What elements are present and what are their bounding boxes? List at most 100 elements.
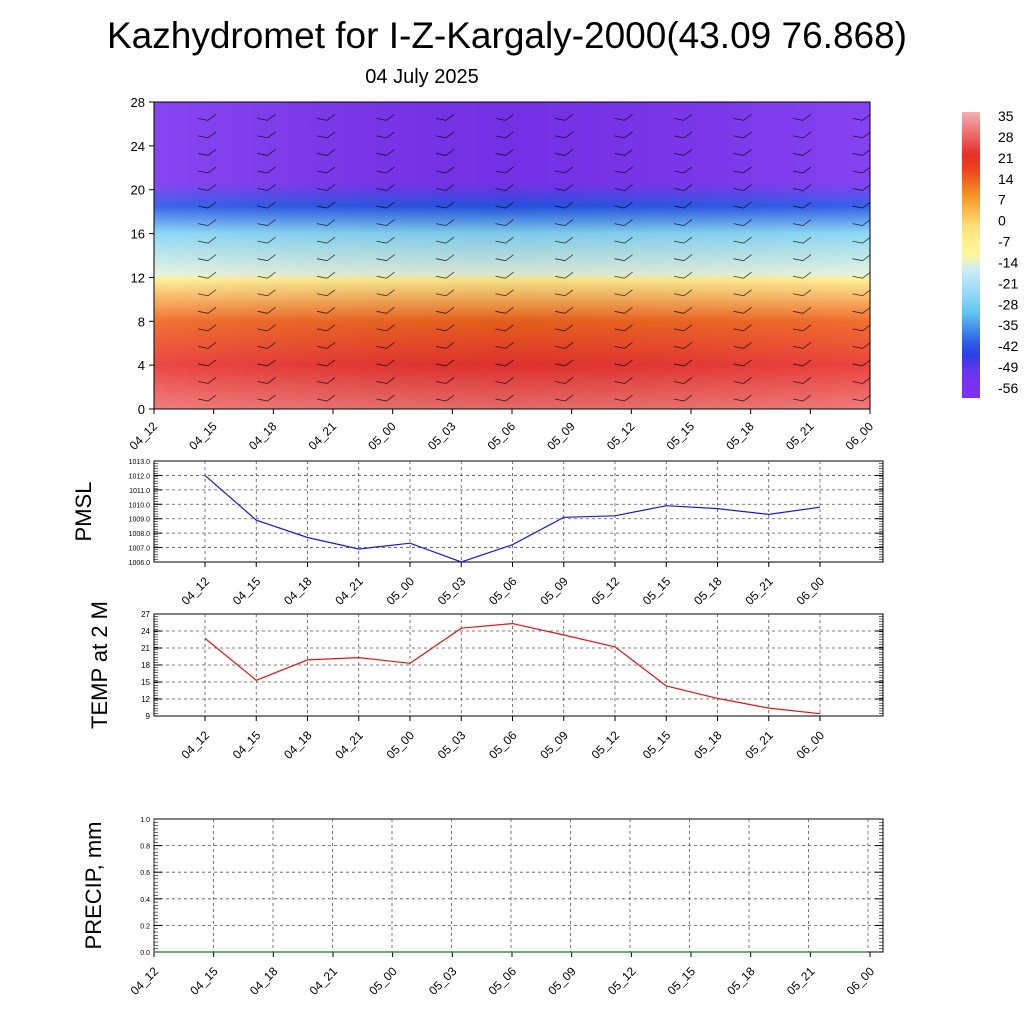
- wind-barb-shaft: [802, 289, 812, 297]
- wind-barb-shaft: [624, 166, 633, 174]
- precip-y-axis-label: PRECIP, mm: [81, 822, 106, 950]
- wind-barb-shaft: [505, 236, 514, 244]
- wind-barb-shaft: [207, 307, 217, 314]
- temp2m-y-axis-label: TEMP at 2 M: [87, 601, 112, 729]
- wind-barb-shaft: [207, 271, 217, 279]
- wind-barb-flag: [852, 275, 863, 279]
- wind-barb-shaft: [267, 324, 276, 332]
- wind-barb-shaft: [564, 131, 574, 139]
- wind-barb-flag: [316, 170, 328, 174]
- heatmap-y-tick-label: 8: [138, 314, 145, 329]
- wind-barb-flag: [495, 310, 506, 314]
- wind-barb-shaft: [386, 254, 395, 262]
- wind-barb-shaft: [207, 149, 217, 156]
- wind-barb-flag: [197, 223, 209, 226]
- wind-barb-flag: [316, 240, 328, 244]
- wind-barb-shaft: [743, 201, 752, 209]
- wind-barb-flag: [554, 310, 566, 314]
- temp2m-x-tick-label: 05_00: [384, 728, 418, 762]
- wind-barb-flag: [495, 398, 506, 402]
- wind-barb-flag: [733, 293, 744, 297]
- wind-barb-flag: [673, 153, 685, 156]
- wind-barb-shaft: [564, 394, 574, 402]
- wind-barb-flag: [554, 117, 566, 121]
- wind-barb-shaft: [445, 289, 455, 297]
- wind-barb-flag: [495, 363, 506, 367]
- temp2m-x-tick-label: 05_21: [742, 728, 776, 762]
- precip-x-tick-label: 05_21: [784, 964, 818, 998]
- pmsl-x-tick-label: 05_18: [691, 574, 725, 608]
- wind-barb-flag: [733, 381, 744, 384]
- wind-barb-flag: [197, 258, 209, 262]
- wind-barb-flag: [852, 170, 863, 174]
- wind-barb-shaft: [445, 201, 455, 209]
- precip-x-tick-label: 04_18: [247, 964, 281, 998]
- wind-barb-flag: [792, 223, 804, 226]
- wind-barb-flag: [673, 346, 685, 349]
- wind-barb-shaft: [326, 131, 336, 139]
- wind-barb-flag: [257, 398, 268, 402]
- wind-barb-shaft: [802, 394, 812, 402]
- wind-barb-shaft: [207, 254, 217, 262]
- wind-barb-shaft: [386, 324, 395, 332]
- wind-barb-flag: [376, 398, 387, 402]
- pmsl-y-tick-label: 1012.0: [129, 473, 151, 480]
- wind-barb-shaft: [505, 377, 514, 384]
- pmsl-x-tick-label: 04_21: [332, 574, 366, 608]
- pmsl-y-tick-label: 1010.0: [129, 502, 151, 509]
- heatmap-x-tick-label: 04_21: [306, 419, 340, 453]
- wind-barb-shaft: [326, 166, 336, 174]
- wind-barb-shaft: [564, 377, 574, 384]
- wind-barb-shaft: [505, 114, 514, 121]
- wind-barb-shaft: [505, 289, 514, 297]
- wind-barb-flag: [257, 346, 268, 349]
- wind-barb-shaft: [743, 131, 752, 139]
- wind-barb-flag: [554, 346, 566, 349]
- heatmap-x-tick-label: 05_00: [365, 419, 399, 453]
- heatmap-x-tick-label: 04_15: [186, 419, 220, 453]
- wind-barb-flag: [316, 223, 328, 226]
- wind-barb-shaft: [326, 359, 336, 367]
- heatmap-x-tick-label: 05_18: [723, 419, 757, 453]
- wind-barb-flag: [197, 135, 209, 139]
- precip-x-tick-label: 04_21: [307, 964, 341, 998]
- wind-barb-flag: [852, 346, 863, 349]
- wind-barb-flag: [792, 328, 804, 332]
- wind-barb-flag: [614, 381, 625, 384]
- precip-panel: 0.0 0.2 0.4 0.6 0.8 1.0 04_12 04_15 04_18 04_21 05…: [81, 817, 884, 998]
- wind-barb-shaft: [862, 271, 871, 279]
- wind-barb-shaft: [683, 149, 693, 156]
- wind-barb-flag: [197, 205, 209, 209]
- wind-barb-shaft: [683, 114, 693, 121]
- wind-barb-flag: [673, 398, 685, 402]
- colorbar-label: 7: [998, 192, 1006, 208]
- colorbar-label: -42: [998, 338, 1018, 354]
- wind-barb-flag: [554, 381, 566, 384]
- wind-barb-flag: [733, 205, 744, 209]
- wind-barb-shaft: [207, 359, 217, 367]
- colorbar-label: -56: [998, 380, 1018, 396]
- precip-y-tick-label: 1.0: [140, 817, 150, 824]
- wind-barb-flag: [733, 258, 744, 262]
- wind-barb-shaft: [802, 184, 812, 191]
- wind-barb-flag: [495, 170, 506, 174]
- wind-barb-flag: [614, 328, 625, 332]
- wind-barb-flag: [792, 310, 804, 314]
- wind-barb-shaft: [386, 307, 395, 314]
- wind-barb-shaft: [624, 219, 633, 226]
- wind-barb-flag: [554, 363, 566, 367]
- wind-barb-flag: [257, 258, 268, 262]
- wind-barb-shaft: [862, 184, 871, 191]
- wind-barb-flag: [852, 293, 863, 297]
- wind-barb-flag: [614, 293, 625, 297]
- heatmap-x-tick-label: 04_12: [127, 419, 161, 453]
- wind-barb-shaft: [207, 131, 217, 139]
- wind-barb-flag: [852, 328, 863, 332]
- wind-barb-shaft: [505, 271, 514, 279]
- wind-barb-shaft: [564, 236, 574, 244]
- wind-barb-shaft: [267, 219, 276, 226]
- pmsl-x-tick-label: 05_21: [742, 574, 776, 608]
- wind-barb-shaft: [207, 114, 217, 121]
- colorbar-label: -14: [998, 254, 1018, 270]
- wind-barb-flag: [673, 117, 685, 121]
